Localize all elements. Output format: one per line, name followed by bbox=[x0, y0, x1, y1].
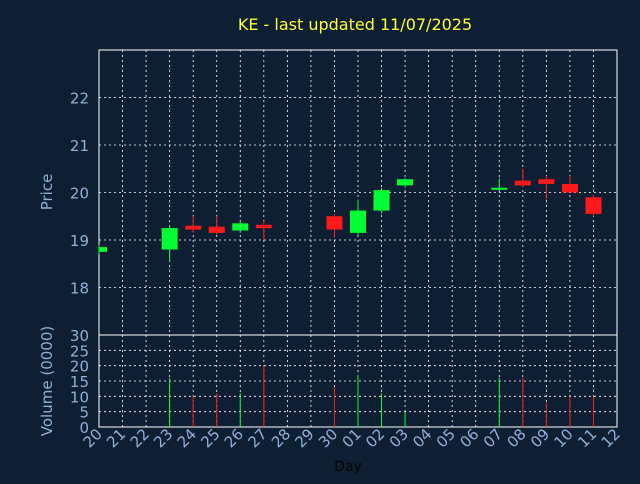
x-tick-label: 28 bbox=[268, 425, 294, 451]
volume-axis-label: Volume (0000) bbox=[38, 326, 56, 436]
x-tick-label: 07 bbox=[480, 425, 506, 451]
x-tick-label: 09 bbox=[527, 425, 553, 451]
price-tick-label: 19 bbox=[70, 232, 89, 250]
candle-body bbox=[232, 223, 249, 231]
volume-tick-label: 30 bbox=[70, 327, 89, 345]
volume-tick-label: 0 bbox=[79, 419, 89, 437]
x-tick-label: 27 bbox=[244, 425, 270, 451]
x-tick-label: 02 bbox=[362, 425, 388, 451]
axes-labels: 2021222324252627282930010203040506070809… bbox=[70, 90, 624, 452]
x-tick-label: 30 bbox=[315, 425, 341, 451]
x-tick-label: 06 bbox=[456, 425, 482, 451]
x-tick-label: 01 bbox=[339, 425, 365, 451]
candle-body bbox=[514, 180, 531, 186]
x-tick-label: 21 bbox=[103, 425, 129, 451]
candle-body bbox=[326, 216, 343, 230]
x-tick-label: 12 bbox=[598, 425, 624, 451]
x-tick-label: 04 bbox=[409, 425, 435, 451]
volume-tick-label: 5 bbox=[79, 404, 89, 422]
candle-body bbox=[491, 187, 508, 190]
candle-body bbox=[208, 226, 225, 233]
x-tick-label: 11 bbox=[574, 425, 600, 451]
x-tick-label: 03 bbox=[386, 425, 412, 451]
candle-body bbox=[373, 190, 390, 211]
candle-body bbox=[397, 179, 414, 186]
x-tick-label: 22 bbox=[127, 425, 153, 451]
candle-body bbox=[561, 183, 578, 193]
candle-body bbox=[161, 228, 178, 250]
volume-bars-layer bbox=[169, 365, 594, 427]
volume-tick-label: 20 bbox=[70, 358, 89, 376]
candle-body bbox=[185, 225, 202, 230]
x-tick-label: 29 bbox=[292, 425, 318, 451]
x-tick-label: 24 bbox=[174, 425, 200, 451]
candle-body bbox=[350, 210, 366, 233]
x-tick-label: 05 bbox=[433, 425, 459, 451]
candle-body bbox=[585, 197, 602, 214]
price-grid bbox=[98, 49, 618, 336]
chart-title: KE - last updated 11/07/2025 bbox=[238, 15, 472, 34]
price-tick-label: 18 bbox=[70, 280, 89, 298]
volume-tick-label: 25 bbox=[70, 342, 89, 360]
price-axis-label: Price bbox=[38, 174, 56, 211]
x-tick-label: 23 bbox=[150, 425, 176, 451]
price-tick-label: 22 bbox=[70, 90, 89, 108]
volume-tick-label: 15 bbox=[70, 373, 89, 391]
volume-tick-label: 10 bbox=[70, 388, 89, 406]
x-tick-label: 08 bbox=[503, 425, 529, 451]
x-tick-label: 26 bbox=[221, 425, 247, 451]
price-tick-label: 21 bbox=[70, 137, 89, 155]
candles-layer bbox=[98, 168, 602, 262]
candle-body bbox=[99, 247, 107, 252]
x-tick-label: 25 bbox=[197, 425, 223, 451]
candle-body bbox=[255, 224, 272, 229]
x-tick-label: 10 bbox=[551, 425, 577, 451]
candle-body bbox=[538, 179, 555, 184]
price-tick-label: 20 bbox=[70, 185, 89, 203]
x-axis-label: Day bbox=[334, 459, 362, 475]
